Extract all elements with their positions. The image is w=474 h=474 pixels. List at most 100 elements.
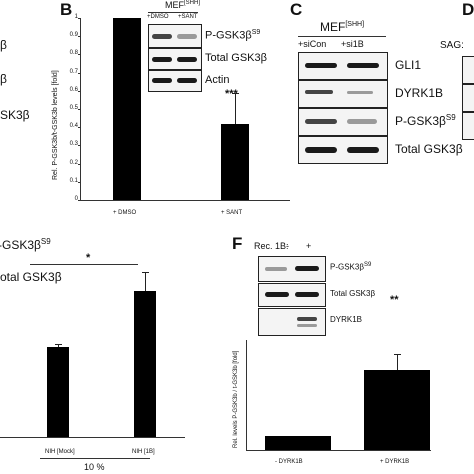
band bbox=[305, 147, 337, 153]
band bbox=[347, 91, 373, 94]
y-tick-label: 0.6 bbox=[69, 86, 78, 93]
left-significance: * bbox=[86, 252, 91, 264]
panel-f-label-pgsk-sup: S9 bbox=[363, 262, 372, 268]
bar bbox=[47, 346, 69, 437]
left-label-3: SK3β bbox=[0, 108, 30, 122]
y-tick-label: 0 bbox=[74, 196, 78, 202]
left-label-pgsk-sup: S9 bbox=[40, 237, 51, 246]
bar bbox=[221, 123, 249, 200]
bar bbox=[364, 370, 430, 450]
panel-c-cell-line-sup: [SHH] bbox=[345, 21, 365, 28]
y-tick bbox=[78, 36, 81, 38]
error-bar bbox=[145, 272, 146, 292]
left-xlabel-mock: NIH [Mock] bbox=[45, 449, 75, 455]
panel-f-label-pgsk-text: P-GSK3β bbox=[330, 262, 364, 272]
error-bar bbox=[58, 343, 59, 347]
left-xaxis bbox=[0, 437, 185, 438]
band bbox=[177, 78, 197, 83]
left-footer: 10 % bbox=[84, 462, 105, 472]
y-tick bbox=[78, 109, 81, 110]
panel-b-cell-line-sup: [SHH] bbox=[184, 0, 201, 6]
panel-c-blot-total bbox=[298, 136, 388, 164]
panel-c-label-pgsk: P-GSK3βS9 bbox=[395, 113, 456, 128]
bar bbox=[134, 291, 156, 437]
left-label-total: otal GSK3β bbox=[0, 270, 62, 284]
panel-d-treatment: SAG: bbox=[440, 40, 464, 51]
left-label-pgsk-text: P-GSK3β bbox=[0, 238, 41, 252]
y-tick bbox=[78, 90, 81, 92]
error-cap bbox=[55, 343, 62, 345]
panel-b-cell-line-text: MEF bbox=[165, 0, 184, 10]
band bbox=[347, 63, 379, 68]
y-tick bbox=[78, 145, 81, 147]
panel-b-lane-sant: +SANT bbox=[178, 14, 198, 20]
y-tick-label: 0.9 bbox=[69, 32, 78, 39]
error-cap bbox=[142, 272, 149, 274]
error-bar bbox=[397, 353, 398, 371]
y-tick bbox=[78, 72, 81, 74]
panel-f-lane-minus: - bbox=[286, 241, 289, 251]
panel-f-label-pgsk: P-GSK3βS9 bbox=[330, 262, 371, 272]
panel-b-label-total: Total GSK3β bbox=[205, 52, 267, 64]
band bbox=[265, 267, 287, 271]
panel-f-ylabel: Rel. levels P-GSK3b / t-GSK3b [fold] bbox=[233, 350, 239, 448]
y-tick-label: 0.2 bbox=[69, 159, 78, 166]
y-tick bbox=[78, 181, 81, 183]
left-sig-line bbox=[30, 264, 138, 265]
y-tick bbox=[78, 54, 81, 56]
left-label-2: β bbox=[0, 72, 7, 86]
band bbox=[297, 317, 317, 321]
panel-f-blot-total bbox=[258, 283, 326, 307]
bar bbox=[113, 18, 141, 200]
panel-c-label-total: Total GSK3β bbox=[395, 142, 463, 156]
panel-d-letter: D bbox=[462, 0, 474, 19]
y-tick-label: 1 bbox=[74, 14, 78, 20]
band bbox=[347, 119, 377, 124]
panel-c-blot-pgsk bbox=[298, 108, 388, 136]
left-label-pgsk: P-GSK3βS9 bbox=[0, 237, 51, 252]
y-tick bbox=[78, 200, 81, 201]
panel-c-label-dyrk1b: DYRK1B bbox=[395, 86, 444, 100]
panel-b-blot-pgsk bbox=[148, 24, 202, 48]
panel-f-treatment: Rec. 1B: bbox=[254, 241, 289, 251]
panel-f-blot-pgsk bbox=[258, 256, 326, 282]
band bbox=[177, 57, 197, 62]
y-tick-label: 0.5 bbox=[69, 105, 78, 111]
band bbox=[295, 292, 319, 297]
panel-f-blot-dyrk1b bbox=[258, 308, 326, 336]
panel-c-lane-sicon: +siCon bbox=[298, 39, 327, 49]
band bbox=[297, 324, 317, 327]
panel-b-label-pgsk-text: P-GSK3β bbox=[205, 29, 252, 42]
y-tick bbox=[78, 163, 81, 165]
panel-c-lane-si1b: +si1B bbox=[341, 39, 364, 49]
y-tick-label: 0.8 bbox=[69, 50, 78, 57]
panel-b-letter: B bbox=[60, 0, 73, 19]
panel-d-blot-3 bbox=[462, 112, 474, 140]
panel-b-lane-dmso: +DMSO bbox=[147, 14, 169, 20]
panel-f-xlabel-minus: - DYRK1B bbox=[275, 459, 303, 465]
y-tick-label: 0.4 bbox=[69, 123, 78, 130]
panel-c-label-pgsk-sup: S9 bbox=[445, 113, 456, 122]
left-xlabel-1b: NIH [1B] bbox=[132, 449, 155, 455]
panel-b-xlabel-sant: + SANT bbox=[221, 210, 243, 216]
panel-b-cell-line: MEF[SHH] bbox=[165, 0, 200, 10]
panel-f-label-total: Total GSK3β bbox=[330, 289, 376, 298]
y-tick bbox=[78, 18, 81, 19]
panel-c-cell-line: MEF[SHH] bbox=[320, 20, 364, 34]
panel-f-xaxis bbox=[246, 450, 431, 451]
band bbox=[265, 292, 289, 297]
y-tick-label: 0.7 bbox=[69, 68, 78, 75]
band bbox=[152, 78, 172, 83]
panel-f-label-dyrk1b: DYRK1B bbox=[330, 315, 363, 324]
error-cap bbox=[394, 353, 401, 355]
panel-c-blot-dyrk1b bbox=[298, 80, 388, 108]
band bbox=[152, 34, 172, 39]
error-cap bbox=[232, 92, 239, 94]
panel-c-blot-gli1 bbox=[298, 52, 388, 80]
panel-b-blot-actin bbox=[148, 70, 202, 92]
panel-b-lane-line bbox=[148, 12, 198, 13]
panel-d-blot-2 bbox=[462, 84, 474, 112]
panel-b-label-pgsk-sup: S9 bbox=[251, 29, 261, 36]
panel-c-lane-line bbox=[298, 36, 386, 37]
panel-f-xlabel-plus: + DYRK1B bbox=[380, 459, 410, 465]
